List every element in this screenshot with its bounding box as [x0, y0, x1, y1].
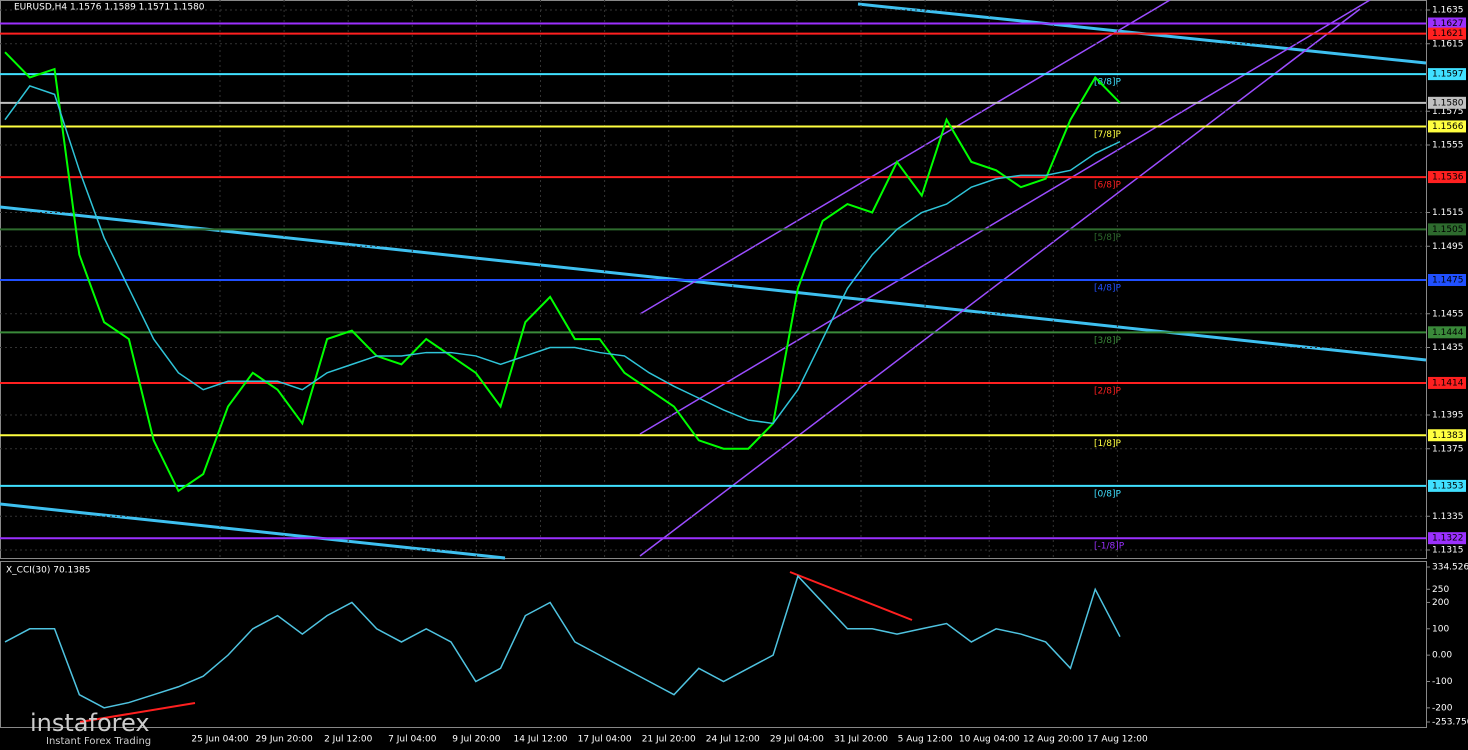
x-tick-label: 17 Aug 12:00	[1087, 735, 1148, 745]
level-box	[1428, 96, 1466, 109]
y-tick-label: 1.1395	[1432, 411, 1464, 421]
level-box	[1428, 68, 1466, 81]
y-tick-label: 334.5265	[1432, 563, 1468, 573]
divergence-line	[789, 571, 913, 621]
x-tick-label: 10 Aug 04:00	[959, 735, 1020, 745]
series-line	[4, 85, 1121, 425]
y-tick-label: -200	[1432, 703, 1453, 713]
y-tick-label: 1.1495	[1432, 242, 1464, 252]
channel-line	[639, 0, 1371, 435]
x-tick-label: 9 Jul 20:00	[452, 735, 501, 745]
series-line	[4, 51, 1121, 493]
y-tick-label: 1.1515	[1432, 208, 1464, 218]
murray-label: [6/8]P	[1094, 181, 1122, 191]
murray-label: [8/8]P	[1094, 78, 1122, 88]
y-tick-label: 1.1455	[1432, 309, 1464, 319]
y-tick-label: 1.1575	[1432, 107, 1464, 117]
level-box	[1428, 120, 1466, 133]
murray-label: [-1/8]P	[1094, 542, 1125, 552]
level-label: 1.1627	[1432, 19, 1464, 29]
y-tick-label: 1.1555	[1432, 141, 1464, 151]
murray-label: [3/8]P	[1094, 336, 1122, 346]
level-box	[1428, 27, 1466, 40]
x-tick-label: 5 Aug 12:00	[898, 735, 953, 745]
level-label: 1.1414	[1432, 378, 1464, 388]
x-tick-label: 14 Jul 12:00	[514, 735, 568, 745]
x-tick-label: 29 Jul 04:00	[770, 735, 824, 745]
x-tick-label: 29 Jun 20:00	[256, 735, 313, 745]
y-tick-label: 100	[1432, 624, 1449, 634]
murray-label: [1/8]P	[1094, 439, 1122, 449]
level-box	[1428, 326, 1466, 339]
level-box	[1428, 376, 1466, 389]
level-label: 1.1580	[1432, 98, 1464, 108]
trend-line	[0, 205, 1427, 362]
y-tick-label: 0.00	[1432, 651, 1452, 661]
level-label: 1.1444	[1432, 328, 1464, 338]
trend-line	[0, 502, 506, 560]
divergence-line	[79, 702, 196, 723]
channel-line	[639, 0, 1171, 315]
level-label: 1.1383	[1432, 431, 1464, 441]
x-tick-label: 31 Jul 20:00	[834, 735, 888, 745]
y-tick-label: 200	[1432, 598, 1449, 608]
murray-label: [7/8]P	[1094, 130, 1122, 140]
brand-tagline: Instant Forex Trading	[46, 736, 151, 747]
level-label: 1.1505	[1432, 225, 1464, 235]
murray-label: [4/8]P	[1094, 284, 1122, 294]
level-box	[1428, 171, 1466, 184]
cci-panel	[0, 561, 1427, 728]
y-tick-label: -253.750	[1432, 718, 1468, 728]
level-box	[1428, 479, 1466, 492]
murray-label: [5/8]P	[1094, 233, 1122, 243]
chart-title: EURUSD,H4 1.1576 1.1589 1.1571 1.1580	[14, 3, 205, 13]
x-tick-label: 2 Jul 12:00	[324, 735, 373, 745]
y-tick-label: 1.1315	[1432, 546, 1464, 556]
x-tick-label: 7 Jul 04:00	[388, 735, 437, 745]
channel	[639, 0, 1371, 557]
level-label: 1.1536	[1432, 173, 1464, 183]
y-tick-label: 1.1635	[1432, 6, 1464, 16]
murray-label: [2/8]P	[1094, 386, 1122, 396]
x-tick-label: 17 Jul 04:00	[578, 735, 632, 745]
y-tick-label: 250	[1432, 585, 1449, 595]
level-label: 1.1566	[1432, 122, 1464, 132]
y-tick-label: -100	[1432, 677, 1453, 687]
y-tick-label: 1.1615	[1432, 39, 1464, 49]
y-tick-label: 1.1435	[1432, 343, 1464, 353]
series-line	[4, 574, 1121, 709]
x-tick-label: 21 Jul 20:00	[642, 735, 696, 745]
level-label: 1.1353	[1432, 481, 1464, 491]
level-box	[1428, 17, 1466, 30]
level-label: 1.1621	[1432, 29, 1464, 39]
x-tick-label: 24 Jul 12:00	[706, 735, 760, 745]
level-label: 1.1475	[1432, 276, 1464, 286]
level-box	[1428, 223, 1466, 236]
murray-label: [0/8]P	[1094, 489, 1122, 499]
level-label: 1.1597	[1432, 70, 1464, 80]
level-label: 1.1322	[1432, 534, 1464, 544]
level-box	[1428, 274, 1466, 286]
y-tick-label: 1.1375	[1432, 444, 1464, 454]
level-box	[1428, 532, 1466, 545]
x-tick-label: 25 Jun 04:00	[191, 735, 248, 745]
cci-title: X_CCI(30) 70.1385	[6, 566, 90, 576]
x-tick-label: 12 Aug 20:00	[1023, 735, 1084, 745]
brand: instaforex	[30, 709, 150, 737]
level-box	[1428, 429, 1466, 442]
channel-line	[639, 8, 1361, 557]
y-tick-label: 1.1335	[1432, 512, 1464, 522]
